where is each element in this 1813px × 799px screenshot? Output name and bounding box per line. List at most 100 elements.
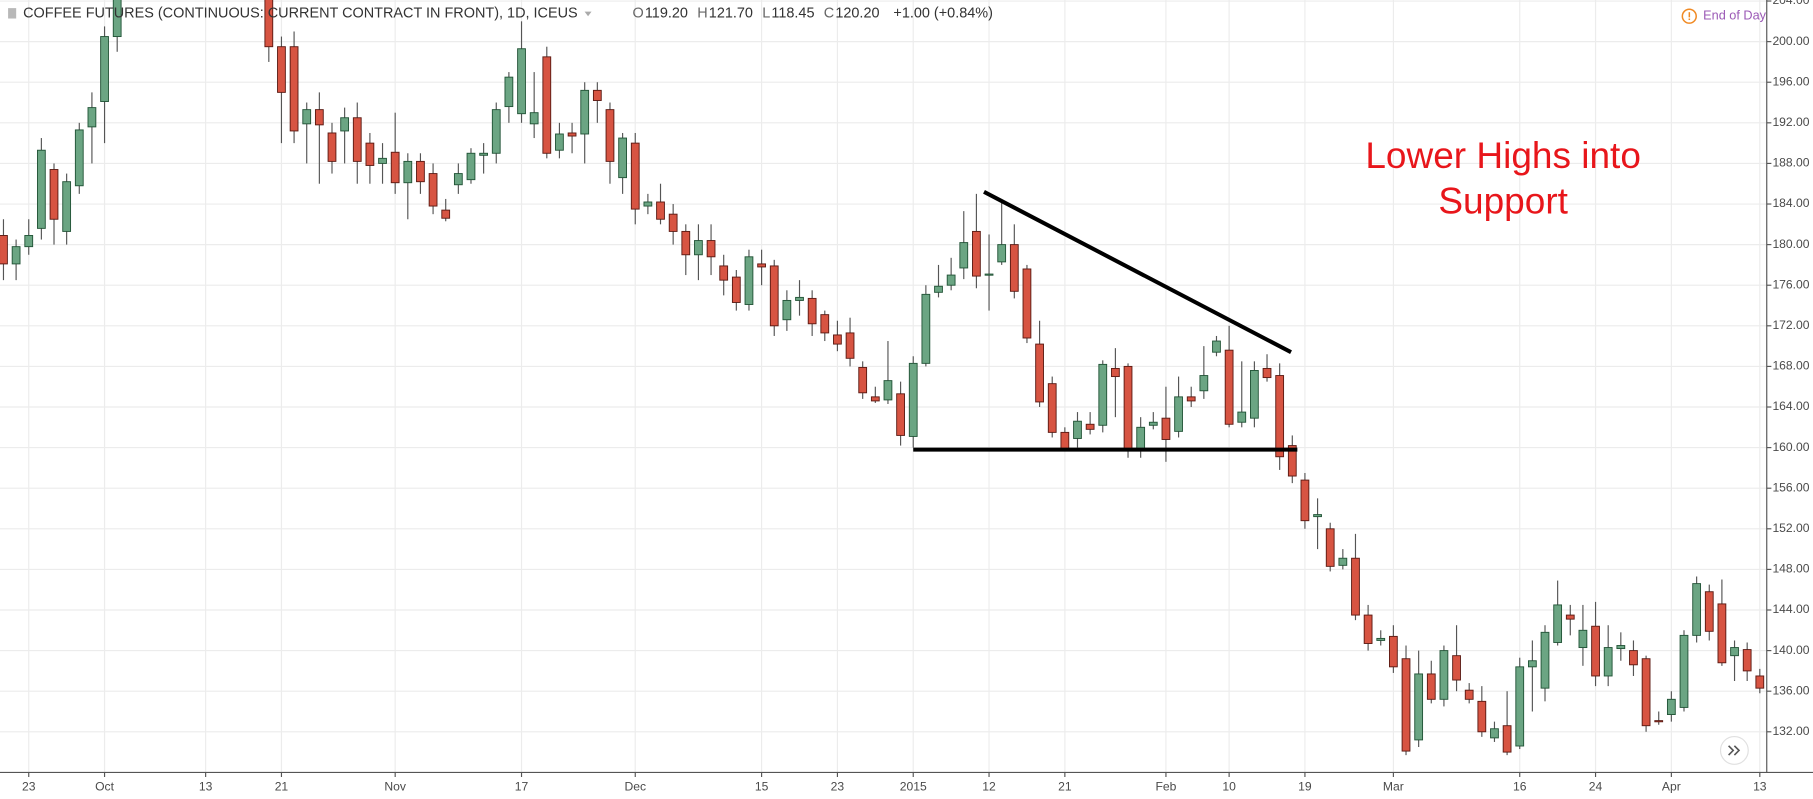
y-tick-label: 148.00 [1772,562,1809,576]
candle-body [580,89,590,135]
candle-body [36,149,46,229]
x-tick-label: 16 [1513,780,1527,794]
y-tick-label: 160.00 [1772,440,1809,454]
y-tick-label: 144.00 [1772,602,1809,616]
x-tick-label: 15 [755,780,769,794]
candle-body [11,246,21,265]
candle-body [694,240,703,256]
scroll-button-icon[interactable] [1728,745,1741,756]
x-tick-label: Dec [624,780,646,794]
scroll-button[interactable] [1719,735,1749,765]
candle-body [1363,614,1373,644]
candle-body [1262,367,1272,379]
x-tick-label: 13 [199,780,213,794]
y-tick-label: 200.00 [1772,34,1809,48]
candle-body [1047,383,1057,433]
x-tick-label: 12 [982,780,996,794]
candle-body [1755,675,1765,689]
candle-body [1313,514,1322,518]
candle-body [378,157,387,164]
candle-body [984,273,994,276]
y-tick-label: 196.00 [1772,74,1809,88]
candle-body [668,213,678,232]
candle-body [517,48,526,115]
y-tick-label: 132.00 [1772,724,1809,738]
candle-body [542,56,552,154]
candle-body [706,240,716,258]
trend-line [983,190,1292,354]
candle-body [1148,421,1158,426]
candle-body [605,109,615,162]
candle-body [1591,625,1600,677]
candle-body [0,235,8,265]
x-tick-label: Mar [1383,780,1404,794]
status-icon-bar [1688,12,1691,18]
y-tick-label: 136.00 [1772,683,1809,697]
candle-body [1224,349,1234,425]
candle-body [921,293,931,364]
candle-body [1199,375,1209,392]
x-tick-label: 24 [1589,780,1603,794]
candle-body [630,142,640,210]
candle-body [1376,637,1386,641]
candle-body [1009,244,1019,292]
candles [0,0,1765,756]
candle-body [453,173,463,186]
candle-body [302,109,312,125]
ohlc-legend: O 119.20 H 121.70 L 118.45 C 120.20 [632,6,879,22]
candle-body [1237,411,1247,423]
y-tick-label: 180.00 [1772,237,1809,251]
x-tick-label: Apr [1662,780,1681,794]
x-tick-label: 21 [275,780,289,794]
candle-body [1515,666,1525,747]
y-tick-label: 204.00 [1772,0,1809,7]
x-tick-label: 23 [831,780,845,794]
candle-body [327,132,337,162]
price-axis-bg [1766,0,1813,799]
candle-body [896,393,905,436]
candle-body [757,263,766,268]
candle-body [1490,728,1499,739]
y-tick-label: 176.00 [1772,277,1809,291]
candle-body [112,0,122,38]
candle-body [428,173,438,207]
candle-body [1452,655,1461,681]
y-tick-label: 140.00 [1772,643,1809,657]
drawings [913,190,1298,452]
x-tick-label: Nov [384,780,406,794]
candle-body [1565,614,1575,620]
candle-body [656,201,665,220]
axes: 132.00 136.00 140.00 144.00 148.00 152.00 156.… [22,0,1810,794]
candle-body [314,109,324,126]
candle-body [1085,423,1095,430]
scroll-button-circle[interactable] [1719,735,1749,765]
candle-body [1275,375,1285,458]
candle-body [1186,396,1196,402]
candle-body [62,181,72,232]
candle-body [1616,645,1626,650]
candle-body [592,89,602,101]
candle-body [1426,673,1436,700]
x-tick-label: 21 [1058,780,1072,794]
annotation-text: Lower Highs into [1365,135,1641,176]
x-tick-label: Oct [95,780,114,794]
x-tick-label: 19 [1298,780,1312,794]
candle-body [277,46,286,93]
x-tick-label: Feb [1155,780,1176,794]
candle-body [997,244,1007,263]
candle-body [289,46,299,132]
candle-body [340,117,350,132]
dropdown-caret[interactable] [584,11,592,17]
candle-body [49,169,59,220]
status-icon [1681,8,1697,24]
candle-body [1401,658,1411,752]
candle-body [719,265,729,281]
change: +1.00 (+0.84%) [893,6,993,22]
candle-body [403,160,413,184]
candle-body [833,334,842,345]
candle-body [529,112,539,125]
candle-body [24,235,34,248]
y-tick-label: 156.00 [1772,480,1809,494]
